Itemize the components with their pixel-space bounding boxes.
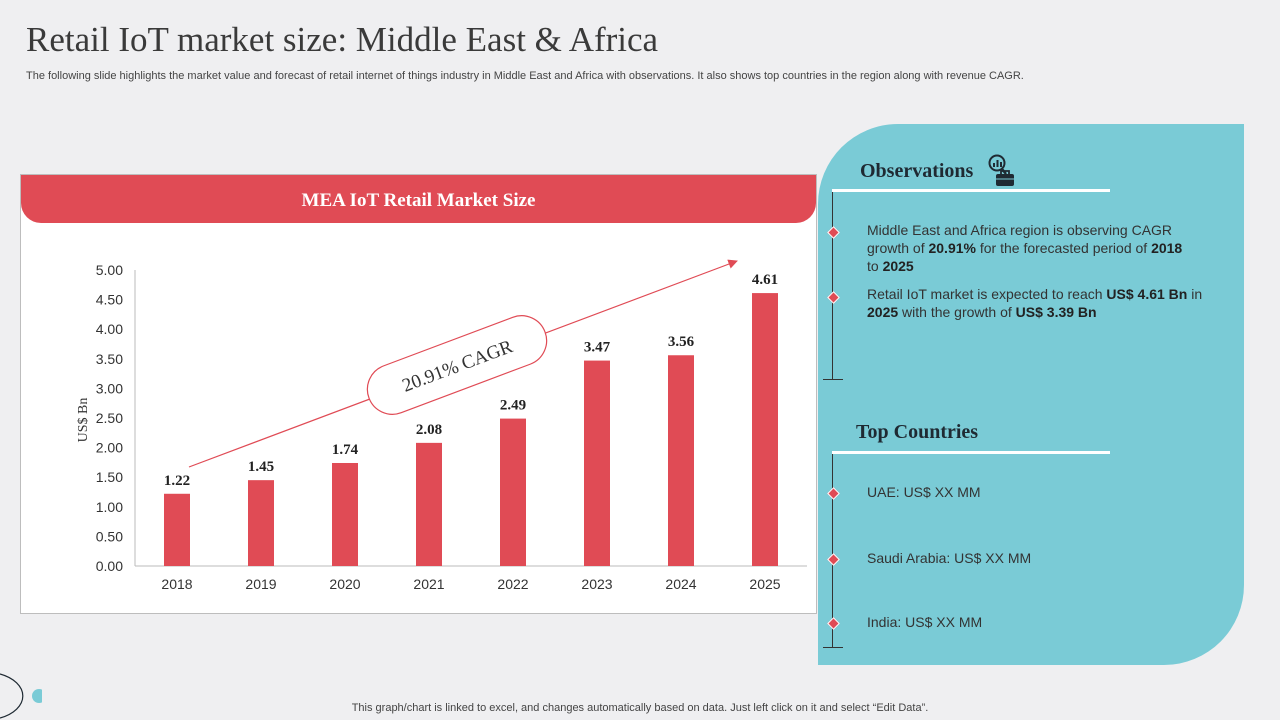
- bar-2022: [500, 418, 526, 566]
- countries-timeline: [832, 452, 833, 648]
- corner-decoration: [0, 673, 42, 719]
- y-tick-label: 4.00: [96, 321, 123, 337]
- y-tick-label: 1.00: [96, 499, 123, 515]
- country-item-uae: UAE: US$ XX MM: [867, 484, 981, 500]
- top-countries-rule: [832, 451, 1110, 454]
- bar-2024: [668, 355, 694, 566]
- bar-2025: [752, 293, 778, 566]
- y-tick-label: 0.50: [96, 528, 123, 544]
- chart-card: 0.00 0.50 1.00 1.50 2.00 2.50 3.00 3.50 4.00 4.50…: [20, 174, 817, 614]
- countries-timeline-cap: [823, 647, 843, 648]
- y-tick-label: 4.50: [96, 292, 123, 308]
- bar-2023: [584, 360, 610, 566]
- y-tick-label: 2.50: [96, 410, 123, 426]
- x-tick-label: 2020: [329, 576, 360, 592]
- observations-rule: [832, 189, 1110, 192]
- bar-2018: [164, 493, 190, 566]
- bar-value-label: 1.22: [164, 473, 190, 489]
- bar-chart: 0.00 0.50 1.00 1.50 2.00 2.50 3.00 3.50 4.00 4.50…: [76, 259, 807, 592]
- slide-subtitle: The following slide highlights the marke…: [26, 70, 1024, 82]
- bar-value-label: 2.49: [500, 398, 526, 414]
- country-item-india: India: US$ XX MM: [867, 614, 983, 630]
- footer-note: This graph/chart is linked to excel, and…: [351, 702, 929, 714]
- bar-2019: [248, 480, 274, 566]
- x-tick-label: 2023: [581, 576, 612, 592]
- y-tick-label: 0.00: [96, 558, 123, 574]
- x-tick-label: 2019: [245, 576, 276, 592]
- x-tick-label: 2018: [161, 576, 192, 592]
- side-panel: [818, 124, 1244, 665]
- y-tick-label: 3.00: [96, 380, 123, 396]
- y-axis-title: US$ Bn: [76, 398, 91, 443]
- country-item-saudi-arabia: Saudi Arabia: US$ XX MM: [867, 550, 1032, 566]
- x-tick-label: 2025: [749, 576, 780, 592]
- observations-timeline: [832, 190, 833, 380]
- chart-title: MEA IoT Retail Market Size: [21, 175, 816, 223]
- observations-title: Observations: [860, 160, 974, 182]
- observation-item-1: Middle East and Africa region is observi…: [867, 222, 1183, 274]
- bar-value-label: 4.61: [752, 272, 778, 288]
- analytics-briefcase-icon: [988, 154, 1014, 186]
- top-countries-title: Top Countries: [856, 421, 979, 443]
- observations-timeline-cap: [823, 379, 843, 380]
- x-tick-label: 2021: [413, 576, 444, 592]
- y-tick-label: 3.50: [96, 351, 123, 367]
- x-tick-label: 2024: [665, 576, 696, 592]
- bar-2021: [416, 442, 442, 566]
- bar-value-label: 1.45: [248, 459, 274, 475]
- y-tick-label: 5.00: [96, 262, 123, 278]
- y-tick-label: 1.50: [96, 469, 123, 485]
- bar-value-label: 3.47: [584, 340, 611, 356]
- observation-item-2: Retail IoT market is expected to reach U…: [867, 286, 1203, 320]
- bar-value-label: 2.08: [416, 422, 442, 438]
- bar-value-label: 3.56: [668, 334, 695, 350]
- slide-title: Retail IoT market size: Middle East & Af…: [26, 20, 659, 59]
- y-tick-label: 2.00: [96, 440, 123, 456]
- x-tick-label: 2022: [497, 576, 528, 592]
- bar-2020: [332, 462, 358, 566]
- bar-value-label: 1.74: [332, 442, 359, 458]
